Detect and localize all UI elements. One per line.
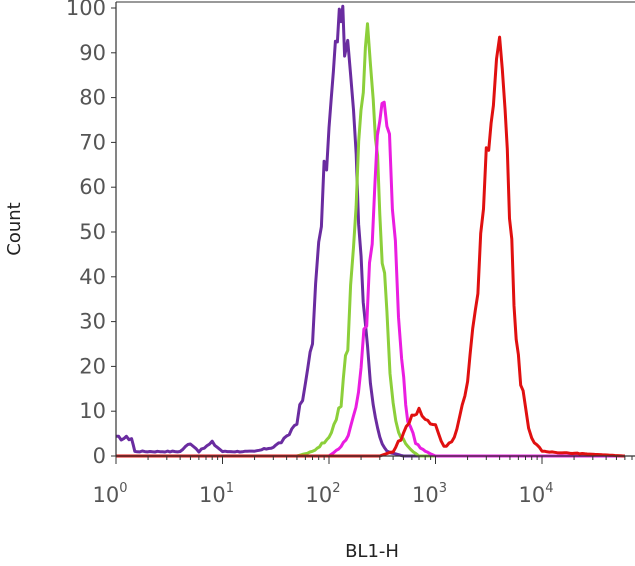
y-tick-label: 100	[66, 0, 106, 20]
y-tick-label: 40	[79, 265, 106, 289]
y-tick-label: 80	[79, 86, 106, 110]
y-axis-label: Count	[4, 202, 25, 255]
y-tick-label: 50	[79, 220, 106, 244]
y-tick-label: 90	[79, 41, 106, 65]
x-axis-label: BL1-H	[345, 541, 399, 562]
y-tick-label: 30	[79, 310, 106, 334]
y-tick-label: 60	[79, 175, 106, 199]
y-tick-label: 20	[79, 354, 106, 378]
y-tick-label: 70	[79, 130, 106, 154]
y-tick-label: 0	[93, 444, 106, 468]
y-tick-label: 10	[79, 399, 106, 423]
